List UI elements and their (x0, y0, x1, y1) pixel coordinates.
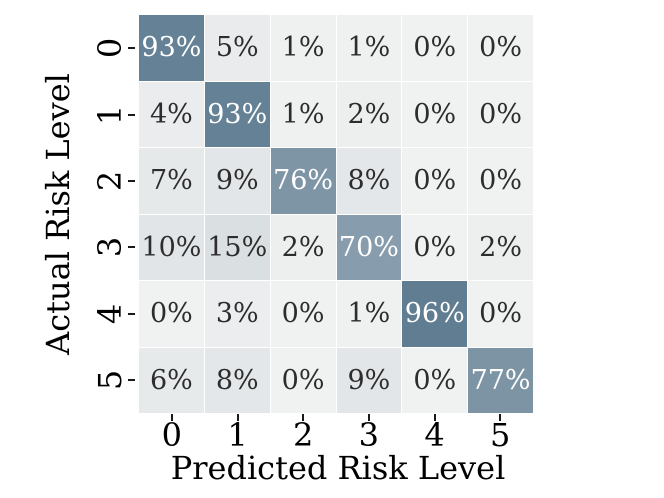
x-tickmark-3 (367, 414, 370, 421)
heatmap-cell-r4c3: 1% (336, 281, 402, 347)
heatmap-cell-r2c4: 0% (402, 148, 468, 214)
x-tickmark-2 (302, 414, 305, 421)
heatmap-cell-r2c0: 7% (139, 148, 204, 214)
x-ticklabel-3: 3 (358, 416, 380, 454)
heatmap-cell-r2c5: 0% (468, 148, 533, 214)
heatmap-cell-r1c0: 4% (139, 81, 204, 147)
x-ticklabel-4: 4 (424, 416, 445, 454)
heatmap-grid: 93% 5% 1% 1% 0% 0% 4% 93% 1% 2% 0% 0% 7% 9% 76% 8% 0% 0% 1… (139, 15, 533, 413)
y-axis-label: Actual Risk Level (39, 73, 77, 355)
heatmap-cell-r4c4: 96% (402, 281, 468, 347)
heatmap-cell-r2c2: 76% (270, 148, 336, 214)
y-ticklabel-1: 1 (91, 104, 129, 125)
heatmap-cell-r1c4: 0% (402, 81, 468, 147)
x-ticklabel-1: 1 (227, 416, 248, 454)
y-ticklabel-5: 5 (91, 369, 129, 391)
y-tickmark-1 (128, 113, 135, 116)
heatmap-cell-r3c2: 2% (270, 214, 336, 280)
heatmap-cell-r4c1: 3% (204, 281, 270, 347)
y-ticklabel-0: 0 (91, 37, 129, 59)
heatmap-cell-r0c1: 5% (204, 15, 270, 81)
heatmap-cell-r2c3: 8% (336, 148, 402, 214)
y-tickmark-3 (128, 246, 135, 249)
y-tickmark-4 (128, 312, 135, 315)
heatmap-cell-r1c2: 1% (270, 81, 336, 147)
y-tickmark-0 (128, 47, 135, 50)
heatmap-cell-r0c4: 0% (402, 15, 468, 81)
heatmap-cell-r0c0: 93% (139, 15, 204, 81)
heatmap-cell-r3c5: 2% (468, 214, 533, 280)
heatmap-cell-r3c0: 10% (139, 214, 204, 280)
x-ticklabel-0: 0 (161, 416, 183, 454)
x-ticklabel-2: 2 (292, 416, 314, 454)
y-ticklabel-4: 4 (91, 303, 129, 324)
heatmap-cell-r5c0: 6% (139, 347, 204, 413)
heatmap-cell-r0c2: 1% (270, 15, 336, 81)
y-ticklabel-3: 3 (91, 236, 129, 258)
heatmap-cell-r5c5: 77% (468, 347, 533, 413)
x-axis-label: Predicted Risk Level (170, 449, 506, 487)
heatmap-cell-r1c5: 0% (468, 81, 533, 147)
heatmap-cell-r2c1: 9% (204, 148, 270, 214)
heatmap-cell-r5c2: 0% (270, 347, 336, 413)
heatmap-cell-r0c5: 0% (468, 15, 533, 81)
heatmap-cell-r0c3: 1% (336, 15, 402, 81)
heatmap-cell-r4c5: 0% (468, 281, 533, 347)
heatmap-cell-r3c1: 15% (204, 214, 270, 280)
heatmap-cell-r4c2: 0% (270, 281, 336, 347)
heatmap-cell-r5c1: 8% (204, 347, 270, 413)
heatmap-cell-r5c3: 9% (336, 347, 402, 413)
x-tickmark-1 (236, 414, 239, 421)
x-tickmark-0 (170, 414, 173, 421)
heatmap-cell-r1c3: 2% (336, 81, 402, 147)
heatmap-cell-r5c4: 0% (402, 347, 468, 413)
heatmap-cell-r4c0: 0% (139, 281, 204, 347)
y-ticklabel-2: 2 (91, 170, 129, 192)
x-tickmark-5 (499, 414, 502, 421)
x-ticklabel-5: 5 (489, 416, 511, 454)
x-tickmark-4 (433, 414, 436, 421)
y-tickmark-5 (128, 378, 135, 381)
heatmap-cell-r3c4: 0% (402, 214, 468, 280)
heatmap-cell-r3c3: 70% (336, 214, 402, 280)
heatmap-cell-r1c1: 93% (204, 81, 270, 147)
y-tickmark-2 (128, 179, 135, 182)
